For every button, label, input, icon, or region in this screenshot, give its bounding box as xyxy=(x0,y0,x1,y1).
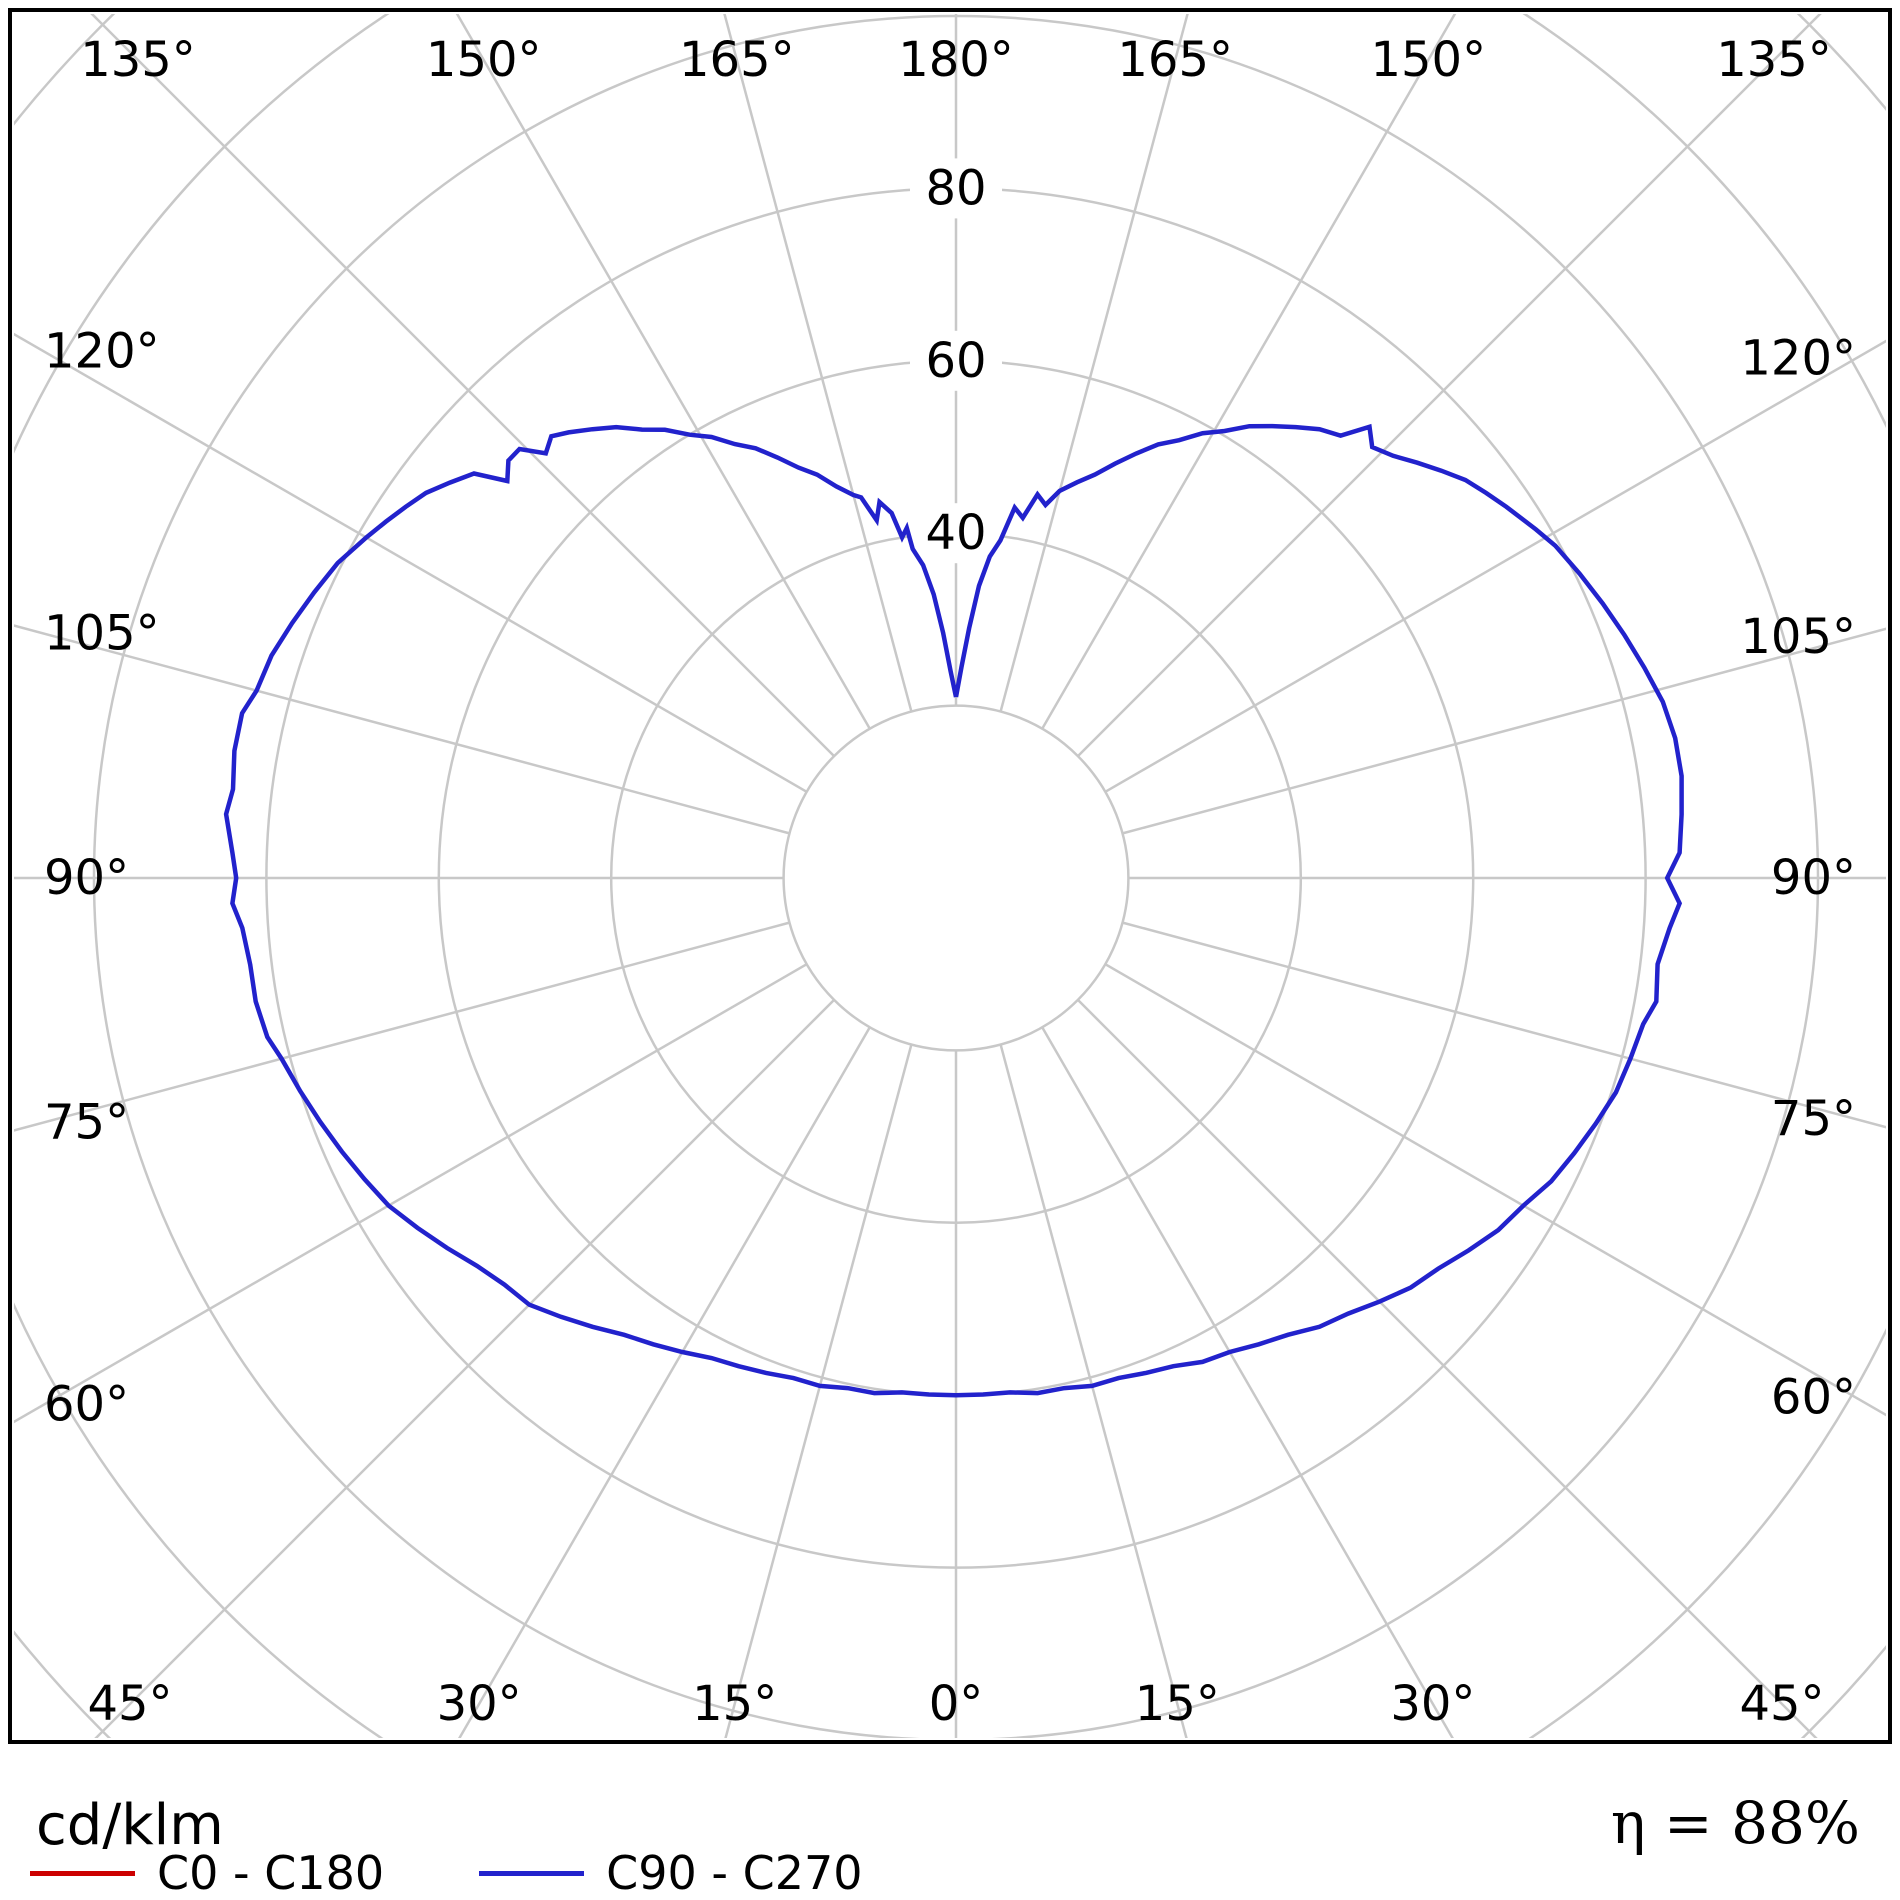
angle-label-left-15: 15° xyxy=(692,1676,777,1732)
grid-spoke-45 xyxy=(1077,999,1818,1738)
angle-label-center-0: 0° xyxy=(929,1676,984,1732)
efficiency-label: η = 88% xyxy=(1610,1789,1860,1857)
angle-label-right-45: 45° xyxy=(1739,1676,1824,1732)
blue-line-swatch xyxy=(479,1870,585,1876)
radial-tick-labels: 40 60 80 xyxy=(910,158,1002,564)
red-line-swatch xyxy=(30,1870,135,1876)
grid-spoke-330 xyxy=(458,1026,871,1738)
grid-spoke-135 xyxy=(1077,14,1822,757)
grid-spoke-240 xyxy=(14,332,808,793)
radial-tick-label-40: 40 xyxy=(925,505,986,561)
grid-spoke-60 xyxy=(1104,963,1886,1417)
grid-spoke-30 xyxy=(1041,1026,1454,1738)
angle-tick-labels: 135° 150° 165° 180° 165° 150° 135° 120° 105° 90° 7… xyxy=(44,32,1856,1732)
angle-label-right-135: 135° xyxy=(1716,32,1832,88)
angle-label-right-15: 15° xyxy=(1135,1676,1220,1732)
angle-label-left-90: 90° xyxy=(44,850,129,906)
angle-label-right-60: 60° xyxy=(1771,1370,1856,1426)
angle-label-right-120: 120° xyxy=(1740,330,1856,386)
grid-spoke-210 xyxy=(455,14,871,730)
angle-label-left-30: 30° xyxy=(437,1676,522,1732)
angle-label-left-165: 165° xyxy=(679,32,795,88)
unit-label: cd/klm xyxy=(36,1793,224,1858)
intensity-curves xyxy=(223,423,1684,1398)
angle-label-center-180: 180° xyxy=(898,32,1014,88)
grid-spoke-345 xyxy=(724,1044,913,1738)
grid-spoke-150 xyxy=(1041,14,1457,730)
legend-label-c90-c270: C90 - C270 xyxy=(606,1846,863,1900)
grid-spoke-225 xyxy=(90,14,835,757)
angle-label-left-45: 45° xyxy=(87,1676,172,1732)
radial-label-mask xyxy=(910,503,1002,564)
angle-label-right-30: 30° xyxy=(1390,1676,1475,1732)
grid-spoke-315 xyxy=(94,999,835,1738)
grid-spoke-120 xyxy=(1104,339,1886,793)
legend-item-c0-c180: C0 - C180 xyxy=(30,1848,384,1898)
angle-label-left-150: 150° xyxy=(426,32,542,88)
radial-label-mask xyxy=(910,158,1002,219)
angle-label-left-135: 135° xyxy=(80,32,196,88)
radial-tick-label-60: 60 xyxy=(925,333,986,389)
angle-label-left-60: 60° xyxy=(44,1377,129,1433)
radial-label-mask xyxy=(910,330,1002,391)
radial-tick-label-80: 80 xyxy=(925,160,986,216)
angle-label-right-165: 165° xyxy=(1117,32,1233,88)
grid-spoke-285 xyxy=(14,921,790,1132)
angle-label-right-90: 90° xyxy=(1771,850,1856,906)
legend: C0 - C180 C90 - C270 xyxy=(30,1848,863,1898)
curve-C90-C270 xyxy=(223,423,1684,1398)
grid-spoke-195 xyxy=(723,14,913,712)
angle-label-right-150: 150° xyxy=(1370,32,1486,88)
angle-label-right-75: 75° xyxy=(1771,1091,1856,1147)
grid-spoke-75 xyxy=(1122,921,1886,1129)
grid-spoke-300 xyxy=(14,963,808,1424)
plot-border xyxy=(8,8,1892,1744)
legend-label-c0-c180: C0 - C180 xyxy=(157,1846,385,1900)
grid-spoke-105 xyxy=(1122,627,1886,835)
angle-label-left-120: 120° xyxy=(44,323,160,379)
angle-label-right-105: 105° xyxy=(1740,609,1856,665)
angle-label-left-105: 105° xyxy=(44,606,160,662)
grid-spoke-165 xyxy=(999,14,1189,712)
legend-item-c90-c270: C90 - C270 xyxy=(479,1846,863,1900)
angle-label-left-75: 75° xyxy=(44,1094,129,1150)
grid-spoke-15 xyxy=(999,1044,1188,1738)
grid-spoke-255 xyxy=(14,624,790,835)
